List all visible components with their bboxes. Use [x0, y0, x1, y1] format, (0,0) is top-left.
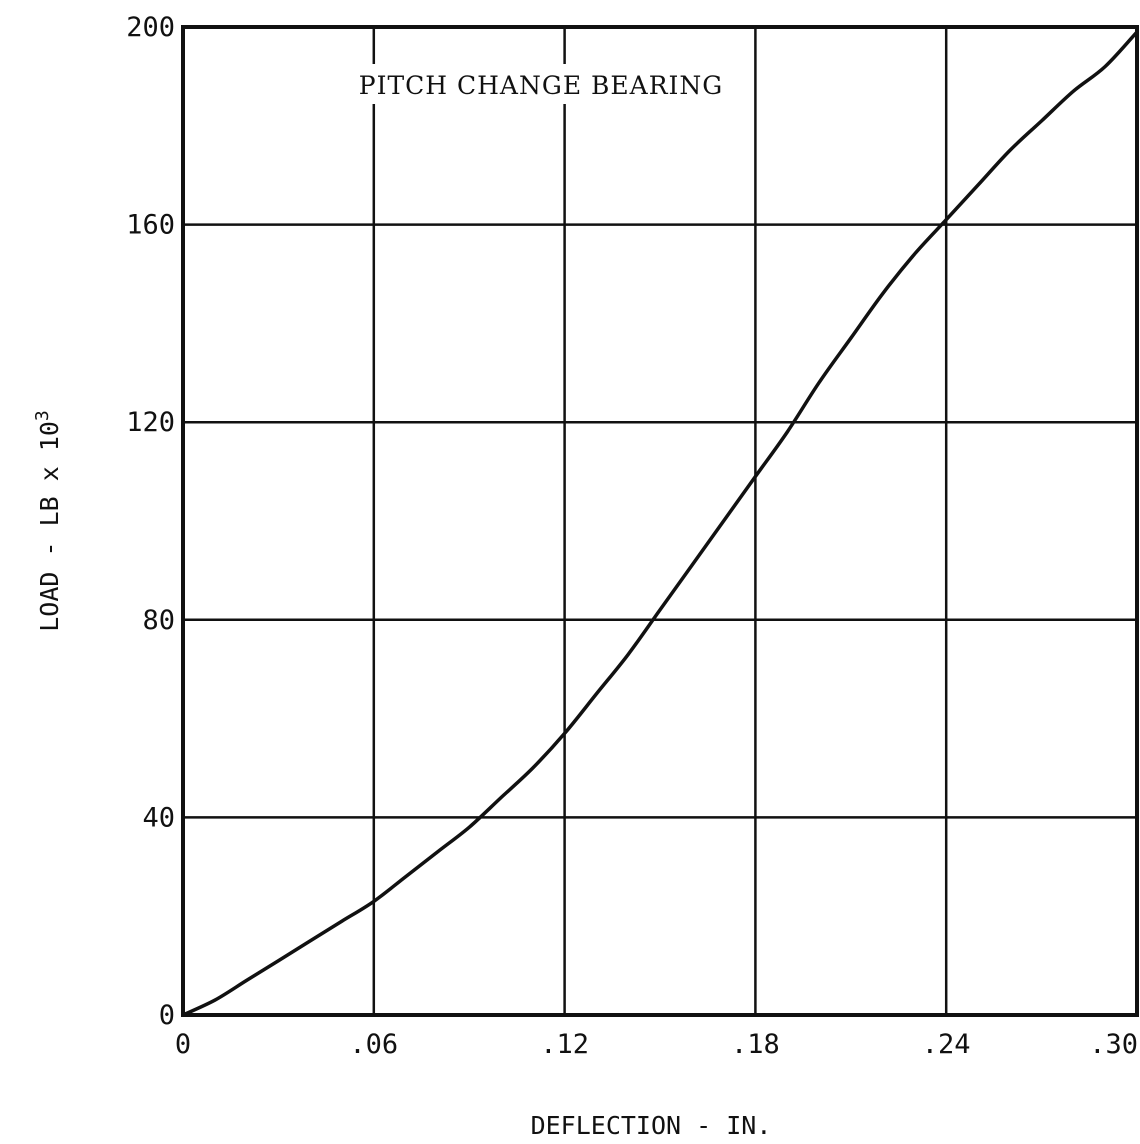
y-axis-title: LOAD - LB x 103 — [32, 410, 65, 632]
x-tick-label: .12 — [540, 1029, 589, 1060]
y-tick-label: 200 — [126, 12, 175, 43]
y-axis-tick-labels: 0 40 80 120 160 200 — [126, 12, 175, 1031]
grid-lines — [183, 27, 1137, 1015]
y-tick-label: 120 — [126, 407, 175, 438]
y-tick-label: 160 — [126, 210, 175, 241]
x-tick-label: 0 — [175, 1029, 191, 1060]
series-line-load-vs-deflection — [181, 30, 1139, 1017]
x-tick-label: .18 — [731, 1029, 780, 1060]
chart-title: PITCH CHANGE BEARING — [359, 71, 724, 100]
y-axis-title-exponent: 3 — [32, 410, 53, 421]
x-axis-title: DEFLECTION - IN. — [531, 1111, 772, 1140]
y-tick-label: 0 — [159, 1000, 175, 1031]
y-tick-label: 40 — [142, 802, 175, 833]
x-tick-label: .24 — [922, 1029, 971, 1060]
y-axis-title-base: LOAD - LB x 10 — [35, 421, 64, 632]
x-axis-tick-labels: 0 .06 .12 .18 .24 .30 — [175, 1029, 1138, 1060]
x-tick-label: .30 — [1089, 1029, 1138, 1060]
title-background — [340, 64, 742, 104]
y-tick-label: 80 — [142, 605, 175, 636]
plot-frame — [181, 25, 1139, 1017]
x-tick-label: .06 — [349, 1029, 398, 1060]
